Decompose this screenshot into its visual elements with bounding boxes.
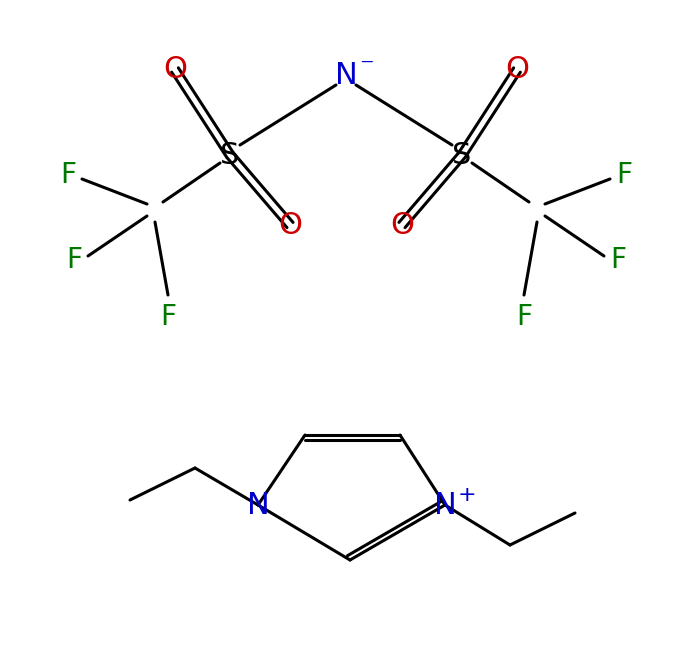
- Text: N: N: [247, 490, 269, 520]
- Text: ⁻: ⁻: [359, 54, 373, 82]
- Text: O: O: [163, 55, 187, 85]
- Text: F: F: [516, 303, 532, 331]
- Text: O: O: [390, 211, 414, 239]
- Text: F: F: [66, 246, 82, 274]
- Text: N: N: [434, 490, 456, 520]
- Text: F: F: [610, 246, 626, 274]
- Text: O: O: [278, 211, 302, 239]
- Text: F: F: [160, 303, 176, 331]
- Text: F: F: [616, 161, 632, 189]
- Text: F: F: [60, 161, 76, 189]
- Text: S: S: [453, 141, 472, 169]
- Text: O: O: [505, 55, 529, 85]
- Text: S: S: [220, 141, 240, 169]
- Text: N: N: [334, 61, 357, 89]
- Text: +: +: [457, 485, 476, 505]
